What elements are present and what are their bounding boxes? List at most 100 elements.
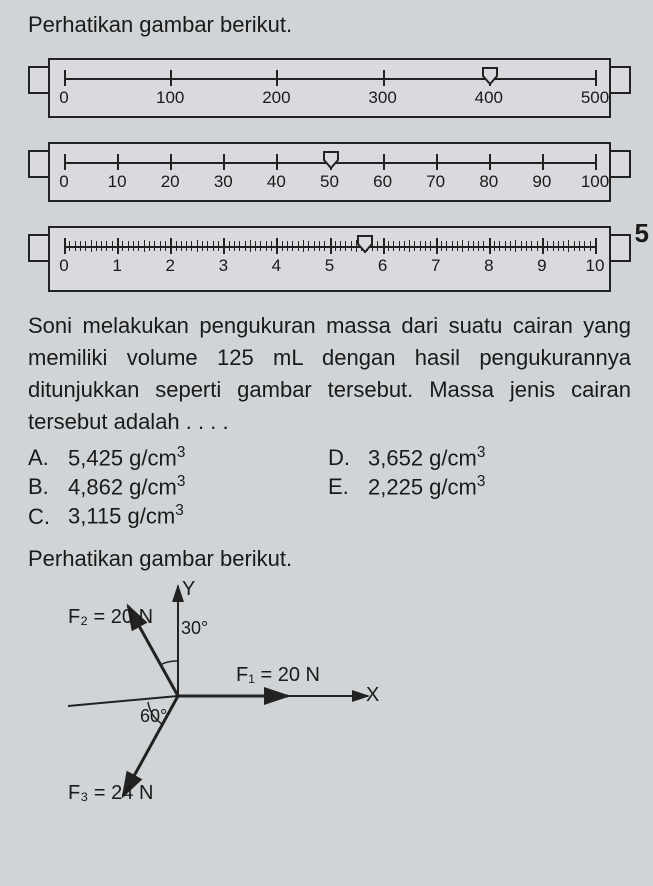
tick-label: 9 bbox=[537, 256, 546, 276]
tick-major bbox=[489, 238, 491, 254]
tick-minor bbox=[537, 241, 538, 251]
ruler-end-left bbox=[28, 234, 48, 262]
tick-major bbox=[170, 70, 172, 86]
tick-minor bbox=[574, 241, 575, 251]
option-e: E. 2,225 g/cm3 bbox=[328, 473, 631, 500]
tick-minor bbox=[468, 241, 469, 251]
ruler-scale: 0100200300400500 bbox=[64, 70, 595, 100]
tick-minor bbox=[101, 241, 102, 251]
tick-label: 10 bbox=[108, 172, 127, 192]
tick-major bbox=[542, 238, 544, 254]
tick-label: 8 bbox=[484, 256, 493, 276]
tick-major bbox=[117, 154, 119, 170]
tick-minor bbox=[430, 241, 431, 251]
tick-minor bbox=[441, 241, 442, 251]
instruction-text: Perhatikan gambar berikut. bbox=[28, 12, 631, 38]
tick-minor bbox=[186, 241, 187, 251]
tick-label: 4 bbox=[272, 256, 281, 276]
option-label: E. bbox=[328, 474, 354, 500]
tick-minor bbox=[112, 241, 113, 251]
tick-label: 100 bbox=[581, 172, 609, 192]
tick-label: 60 bbox=[373, 172, 392, 192]
option-value: 2,225 g/cm bbox=[368, 474, 477, 499]
tick-minor bbox=[213, 241, 214, 251]
tick-minor bbox=[414, 241, 415, 251]
tick-major bbox=[276, 70, 278, 86]
option-d: D.3,652 g/cm3 bbox=[328, 444, 631, 471]
tick-minor bbox=[303, 240, 304, 252]
tick-major bbox=[64, 70, 66, 86]
tick-minor bbox=[457, 241, 458, 251]
tick-major bbox=[383, 238, 385, 254]
tick-minor bbox=[558, 241, 559, 251]
tick-major bbox=[542, 154, 544, 170]
tick-major bbox=[436, 154, 438, 170]
tick-label: 0 bbox=[59, 172, 68, 192]
options-grid: A.5,425 g/cm3 D.3,652 g/cm3 B.4,862 g/cm… bbox=[28, 444, 631, 530]
tick-minor bbox=[531, 241, 532, 251]
tick-minor bbox=[122, 241, 123, 251]
tick-minor bbox=[75, 241, 76, 251]
tick-minor bbox=[191, 241, 192, 251]
option-b: B.4,862 g/cm3 bbox=[28, 473, 328, 500]
tick-minor bbox=[340, 241, 341, 251]
tick-major bbox=[330, 238, 332, 254]
option-label: A. bbox=[28, 445, 54, 471]
ruler-end-right bbox=[611, 150, 631, 178]
option-value: 3,115 g/cm bbox=[68, 504, 175, 529]
tick-minor bbox=[314, 241, 315, 251]
tick-minor bbox=[96, 241, 97, 251]
tick-minor bbox=[563, 241, 564, 251]
tick-label: 2 bbox=[165, 256, 174, 276]
tick-minor bbox=[165, 241, 166, 251]
tick-minor bbox=[144, 240, 145, 252]
ruler-3: 012345678910 bbox=[28, 220, 631, 292]
ruler-scale: 0102030405060708090100 bbox=[64, 154, 595, 184]
tick-major bbox=[383, 154, 385, 170]
tick-label: 0 bbox=[59, 88, 68, 108]
tick-label: 100 bbox=[156, 88, 184, 108]
tick-label: 40 bbox=[267, 172, 286, 192]
tick-major bbox=[595, 154, 597, 170]
tick-minor bbox=[388, 241, 389, 251]
tick-label: 5 bbox=[325, 256, 334, 276]
axis-line bbox=[64, 78, 595, 80]
exponent: 3 bbox=[477, 473, 486, 490]
tick-minor bbox=[260, 241, 261, 251]
tick-minor bbox=[245, 241, 246, 251]
ruler-2: 0102030405060708090100 bbox=[28, 136, 631, 202]
tick-major bbox=[489, 154, 491, 170]
tick-minor bbox=[319, 241, 320, 251]
tick-minor bbox=[462, 240, 463, 252]
option-label: B. bbox=[28, 474, 54, 500]
angle-60-label: 60° bbox=[140, 706, 167, 727]
tick-major bbox=[223, 154, 225, 170]
tick-label: 50 bbox=[320, 172, 339, 192]
tick-major bbox=[276, 154, 278, 170]
tick-minor bbox=[420, 241, 421, 251]
tick-minor bbox=[234, 241, 235, 251]
tick-minor bbox=[345, 241, 346, 251]
tick-label: 90 bbox=[532, 172, 551, 192]
instruction-text-2: Perhatikan gambar berikut. bbox=[28, 546, 631, 572]
tick-minor bbox=[239, 241, 240, 251]
tick-minor bbox=[298, 241, 299, 251]
tick-minor bbox=[128, 241, 129, 251]
tick-minor bbox=[218, 241, 219, 251]
tick-minor bbox=[202, 241, 203, 251]
question-text: Soni melakukan pengukuran massa dari sua… bbox=[28, 310, 631, 438]
tick-minor bbox=[526, 241, 527, 251]
ruler-scale: 012345678910 bbox=[64, 238, 595, 268]
tick-minor bbox=[229, 241, 230, 251]
tick-minor bbox=[308, 241, 309, 251]
tick-minor bbox=[584, 241, 585, 251]
tick-minor bbox=[292, 241, 293, 251]
tick-minor bbox=[287, 241, 288, 251]
ruler-end-left bbox=[28, 150, 48, 178]
tick-major bbox=[223, 238, 225, 254]
tick-minor bbox=[425, 241, 426, 251]
tick-minor bbox=[547, 241, 548, 251]
tick-minor bbox=[85, 241, 86, 251]
exponent: 3 bbox=[175, 502, 184, 519]
tick-minor bbox=[446, 241, 447, 251]
